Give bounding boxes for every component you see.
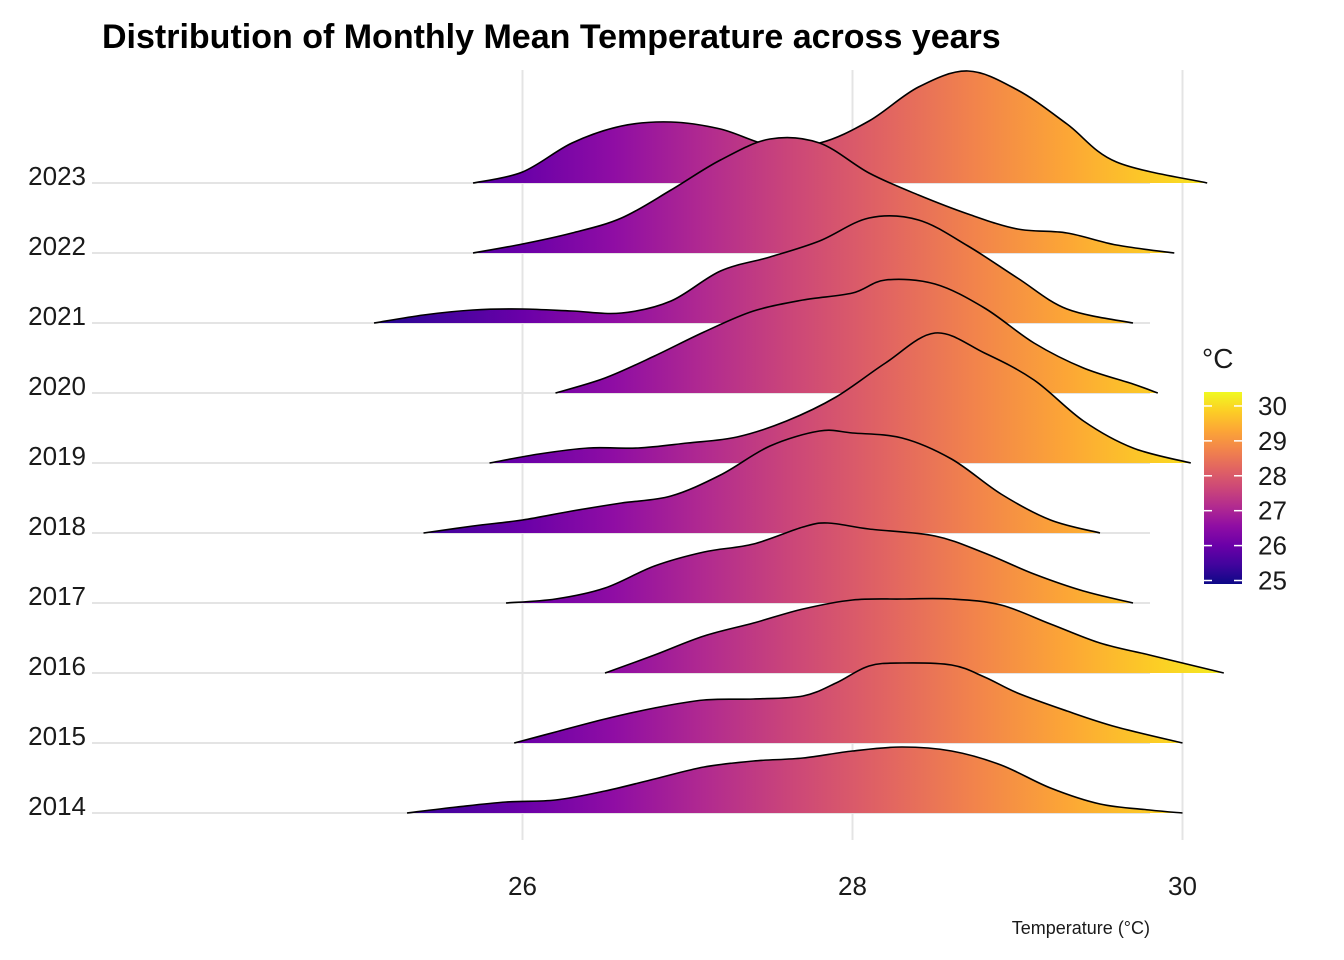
ridge-outline-2015: [513, 662, 1183, 744]
x-axis-title: Temperature (°C): [1012, 918, 1150, 938]
ridge-2020: [555, 279, 1158, 393]
x-tick-label: 30: [1168, 871, 1197, 901]
y-tick-label: 2022: [28, 231, 86, 261]
ridge-2014: [407, 747, 1183, 813]
chart-title: Distribution of Monthly Mean Temperature…: [102, 18, 1001, 56]
ridge-outline-2017: [505, 522, 1134, 604]
y-tick-label: 2017: [28, 581, 86, 611]
color-legend: °C 30 29 28 27 26 25: [1202, 343, 1287, 596]
ridge-outline-2020: [555, 278, 1159, 394]
legend-ticks: 30 29 28 27 26 25: [1204, 391, 1287, 596]
y-tick-label: 2019: [28, 441, 86, 471]
ridge-outline-2022: [472, 136, 1175, 254]
ridge-outline-2016: [604, 597, 1224, 674]
x-tick-labels: 26 28 30: [508, 871, 1197, 901]
ridge-outline-2018: [423, 429, 1101, 534]
legend-tick-label: 29: [1258, 426, 1287, 456]
ridge-2018: [423, 430, 1100, 533]
ridge-outline-2014: [406, 746, 1183, 814]
ridge-outline-2019: [489, 332, 1191, 464]
y-tick-label: 2016: [28, 651, 86, 681]
y-tick-label: 2021: [28, 301, 86, 331]
legend-colorbar: [1204, 392, 1242, 584]
legend-tick-label: 27: [1258, 496, 1287, 526]
legend-title: °C: [1202, 343, 1233, 374]
ridge-outline-2023: [472, 70, 1208, 184]
x-tick-label: 28: [838, 871, 867, 901]
ridge-2023: [473, 70, 1208, 183]
y-tick-label: 2020: [28, 371, 86, 401]
ridges: [373, 70, 1224, 814]
legend-tick-label: 25: [1258, 566, 1287, 596]
ridge-2016: [605, 598, 1224, 673]
ridge-2019: [489, 332, 1191, 463]
legend-tick-label: 30: [1258, 391, 1287, 421]
ridge-2017: [506, 522, 1133, 603]
y-tick-label: 2014: [28, 791, 86, 821]
legend-tick-label: 26: [1258, 531, 1287, 561]
x-tick-label: 26: [508, 871, 537, 901]
y-tick-label: 2018: [28, 511, 86, 541]
legend-tick-label: 28: [1258, 461, 1287, 491]
ridge-outline-2021: [373, 215, 1134, 324]
y-tick-labels: 2014 2015 2016 2017 2018 2019 2020 2021 2022 2023: [28, 161, 86, 821]
y-tick-label: 2023: [28, 161, 86, 191]
ridge-2015: [514, 662, 1183, 743]
ridge-2022: [473, 137, 1175, 253]
y-tick-label: 2015: [28, 721, 86, 751]
